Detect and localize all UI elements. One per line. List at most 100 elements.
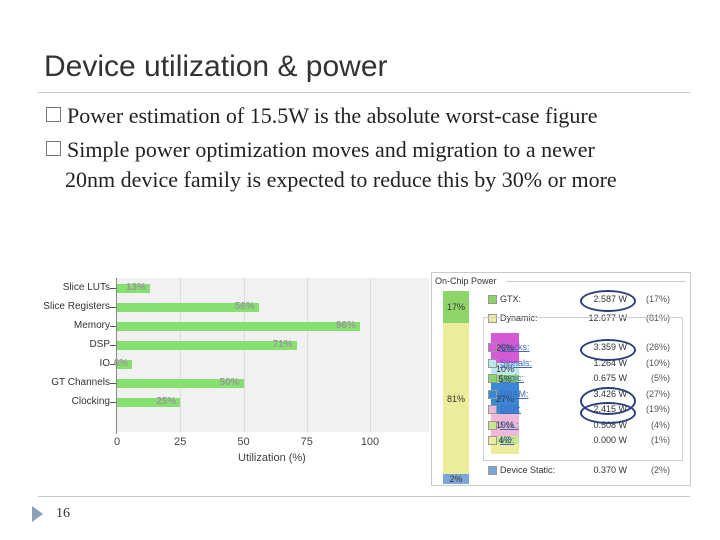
power-row-percent: (5%): [650, 373, 670, 383]
power-row-percent: (19%): [645, 404, 670, 414]
power-segment-dynamic: [491, 444, 519, 454]
highlight-circle: [580, 402, 636, 424]
power-row-label[interactable]: Logic:: [500, 373, 525, 383]
bar: [117, 379, 244, 388]
category-label: GT Channels: [51, 377, 110, 388]
x-tick-label: 0: [113, 436, 121, 448]
power-segment-dynamic: 19%: [491, 414, 519, 436]
y-tick: [110, 288, 116, 289]
footer-divider: [38, 496, 690, 497]
dynamic-breakdown-box: [483, 317, 683, 461]
power-row-label[interactable]: PLL:: [500, 419, 519, 430]
legend-swatch: [488, 420, 497, 430]
plot-area: [117, 278, 429, 432]
power-row-value: 0.508 W: [593, 419, 627, 430]
x-tick-label: 100: [360, 436, 380, 448]
legend-swatch: [488, 389, 497, 399]
y-tick: [110, 402, 116, 403]
power-row-percent: (1%): [650, 435, 670, 445]
power-row-percent: (10%): [645, 357, 670, 368]
power-row-value: 0.370 W: [593, 465, 627, 475]
power-segment-left: 81%: [443, 323, 469, 474]
utilization-chart: Utilization (%) 0 25 50 75 100 Slice LUTs 13% S…: [30, 270, 429, 470]
bar: [117, 398, 181, 407]
y-axis: [116, 278, 117, 434]
power-segment-left: 17%: [443, 291, 469, 323]
x-gridline: [180, 278, 182, 432]
x-axis-label: Utilization (%): [238, 452, 306, 464]
bullet-2: Simple power optimization moves and migr…: [46, 135, 617, 195]
y-tick: [110, 364, 116, 365]
bar-value-label: 13%: [125, 282, 146, 293]
power-title: On-Chip Power: [435, 276, 497, 286]
legend-swatch: [488, 358, 497, 368]
legend-swatch: [488, 314, 497, 323]
power-row-value: 0.000 W: [593, 435, 627, 445]
y-tick: [110, 383, 116, 384]
category-label: Clocking: [71, 396, 110, 407]
highlight-circle: [580, 339, 636, 361]
legend-swatch: [488, 343, 497, 352]
power-segment-dynamic: 10%: [491, 363, 519, 375]
bar-value-label: 6%: [113, 358, 129, 369]
power-row-label[interactable]: BRAM:: [500, 388, 529, 399]
legend-swatch: [488, 405, 497, 414]
power-row-label: GTX:: [500, 294, 522, 304]
x-gridline: [370, 278, 371, 432]
bar-value-label: 25%: [156, 396, 177, 407]
legend-swatch: [488, 295, 497, 304]
page-marker-icon: [32, 506, 43, 522]
power-row-label[interactable]: DSP:: [500, 404, 522, 414]
legend-swatch: [488, 436, 497, 445]
bar: [117, 303, 259, 312]
bar-value-label: 56%: [234, 301, 255, 312]
x-gridline: [243, 278, 245, 432]
page-number: 16: [56, 506, 70, 521]
power-row-label[interactable]: Signals:: [500, 357, 533, 368]
power-row-value: 1.264 W: [593, 357, 627, 368]
x-gridline: [306, 278, 308, 432]
category-label: Slice LUTs: [62, 282, 110, 293]
power-row-percent: (2%): [650, 465, 670, 475]
bullet-2-text: Simple power optimization moves and migr…: [67, 137, 595, 162]
power-row-label[interactable]: I/O:: [500, 435, 515, 445]
bullet-1: Power estimation of 15.5W is the absolut…: [46, 101, 598, 131]
legend-swatch: [488, 466, 497, 475]
y-tick: [110, 326, 116, 327]
x-tick-label: 25: [174, 436, 187, 448]
power-row-percent: (4%): [650, 419, 670, 430]
bullet-box-icon: [46, 141, 61, 156]
bar-value-label: 71%: [272, 339, 293, 350]
power-row-label[interactable]: Clocks:: [500, 342, 530, 352]
y-tick: [110, 307, 116, 308]
category-label: Memory: [73, 320, 110, 331]
bar-value-label: 96%: [335, 320, 356, 331]
category-label: DSP: [89, 339, 110, 350]
x-tick-label: 50: [237, 436, 250, 448]
power-segment-dynamic: 4%: [491, 435, 519, 445]
power-segment-left: 2%: [443, 474, 469, 484]
bullet-box-icon: [46, 107, 61, 122]
power-row-percent: (81%): [645, 313, 670, 323]
x-tick-label: 75: [300, 436, 313, 448]
power-row-value: 0.675 W: [593, 373, 627, 383]
bar-value-label: 50%: [219, 377, 240, 388]
bar: [117, 341, 297, 350]
title-divider: [38, 92, 690, 93]
highlight-circle: [580, 290, 636, 312]
bar: [117, 360, 133, 369]
power-row-label: Dynamic:: [500, 313, 538, 323]
bar: [117, 322, 360, 331]
category-label: IO: [99, 358, 110, 369]
bullet-1-text: Power estimation of 15.5W is the absolut…: [67, 103, 598, 128]
category-label: Slice Registers: [43, 301, 110, 312]
power-title-rule: [506, 281, 686, 282]
legend-swatch: [488, 374, 497, 383]
bullet-2-continuation: 20nm device family is expected to reduce…: [65, 167, 617, 192]
power-row-percent: (17%): [645, 294, 670, 304]
power-row-label: Device Static:: [500, 465, 556, 475]
bar: [117, 284, 150, 293]
power-row-percent: (26%): [645, 342, 670, 352]
on-chip-power-panel: On-Chip Power 17% 81% 2% 26% 10% 5% 27% 19% 4% GT…: [431, 272, 691, 486]
slide-title: Device utilization & power: [44, 50, 388, 83]
